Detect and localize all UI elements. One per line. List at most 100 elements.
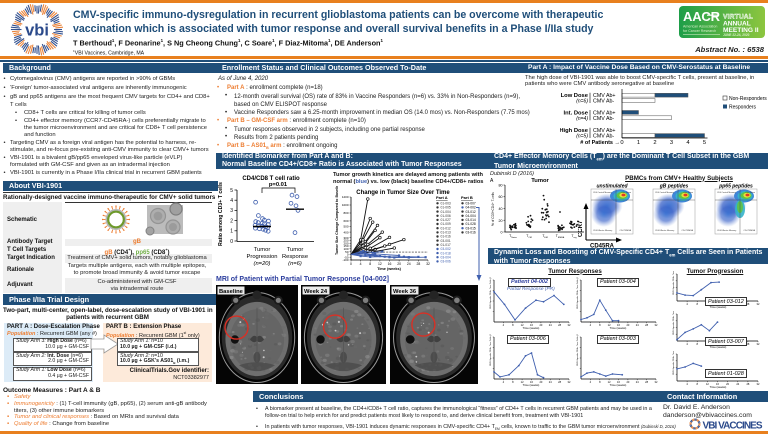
svg-text:Tumor Size Change Compared to: Tumor Size Change Compared to Baseline (… xyxy=(335,186,339,255)
svg-text:8: 8 xyxy=(696,342,698,346)
svg-text:04-002: 04-002 xyxy=(466,206,476,210)
svg-text:24: 24 xyxy=(636,323,639,327)
svg-text:20: 20 xyxy=(499,219,503,223)
svg-text:-50: -50 xyxy=(344,255,349,259)
svg-text:AACR: AACR xyxy=(683,9,721,24)
svg-text:CMV-Specific CD4+ Tem Cells (%: CMV-Specific CD4+ Tem Cells (%) xyxy=(490,277,492,309)
svg-text:150: 150 xyxy=(343,244,348,248)
svg-text:20: 20 xyxy=(539,323,542,327)
svg-text:% of CD3+CD4+ T-cells: % of CD3+CD4+ T-cells xyxy=(491,192,495,226)
svg-text:1: 1 xyxy=(637,140,640,146)
svg-text:100: 100 xyxy=(343,247,348,251)
svg-text:16: 16 xyxy=(530,323,533,327)
svg-text:Time (weeks): Time (weeks) xyxy=(610,383,627,387)
svg-text:CD4 TEMRA: CD4 TEMRA xyxy=(681,229,693,232)
svg-text:28: 28 xyxy=(417,262,421,266)
svg-text:CD4 Effector Memory: CD4 Effector Memory xyxy=(593,229,612,232)
svg-text:16: 16 xyxy=(716,382,719,386)
svg-text:4: 4 xyxy=(686,382,688,386)
svg-text:CMV Ab+: CMV Ab+ xyxy=(593,128,616,134)
svg-text:28: 28 xyxy=(746,342,749,346)
svg-text:01-004: 01-004 xyxy=(441,210,451,214)
svg-text:28: 28 xyxy=(645,323,648,327)
svg-text:250: 250 xyxy=(343,239,348,243)
svg-text:32: 32 xyxy=(568,380,571,384)
svg-text:800: 800 xyxy=(343,211,348,215)
svg-text:TCM: TCM xyxy=(526,234,532,239)
svg-text:12: 12 xyxy=(521,323,524,327)
svg-text:Week 24: Week 24 xyxy=(304,289,328,295)
svg-text:32: 32 xyxy=(655,380,658,384)
svg-text:CMV-Specific CD4+ Tem Cells (%: CMV-Specific CD4+ Tem Cells (%) xyxy=(673,271,675,295)
svg-text:Change in Tumor Size Over Time: Change in Tumor Size Over Time xyxy=(356,190,450,196)
svg-text:ANNUAL: ANNUAL xyxy=(723,21,751,28)
svg-text:8: 8 xyxy=(696,302,698,306)
svg-text:CD4 Effector Memory: CD4 Effector Memory xyxy=(717,229,736,232)
svg-text:CMV Ab+: CMV Ab+ xyxy=(593,110,616,116)
svg-text:50: 50 xyxy=(345,250,349,254)
svg-text:0: 0 xyxy=(350,262,352,266)
svg-text:01-028: 01-028 xyxy=(466,222,476,226)
svg-text:01-013: 01-013 xyxy=(441,231,451,235)
svg-text:03-015: 03-015 xyxy=(466,226,476,230)
svg-text:JUNE 22-24, 2020: JUNE 22-24, 2020 xyxy=(723,33,750,37)
svg-text:32: 32 xyxy=(655,323,658,327)
svg-text:CMV Ab-: CMV Ab- xyxy=(593,134,614,140)
svg-text:600: 600 xyxy=(343,219,348,223)
svg-text:32: 32 xyxy=(757,302,760,306)
svg-text:03-012: 03-012 xyxy=(466,210,476,214)
svg-text:80: 80 xyxy=(499,184,503,188)
svg-text:pp65 peptides: pp65 peptides xyxy=(718,184,753,190)
svg-text:CMV-Specific CD4+ Tem Cells (%: CMV-Specific CD4+ Tem Cells (%) xyxy=(673,311,675,335)
svg-text:5: 5 xyxy=(230,188,233,194)
svg-text:28: 28 xyxy=(645,380,648,384)
svg-text:24: 24 xyxy=(636,380,639,384)
svg-text:Tumor: Tumor xyxy=(254,247,271,253)
svg-text:(n=20): (n=20) xyxy=(254,261,271,267)
svg-text:Response: Response xyxy=(282,254,308,260)
svg-text:28: 28 xyxy=(746,302,749,306)
svg-text:4: 4 xyxy=(686,342,688,346)
svg-text:32: 32 xyxy=(757,382,760,386)
svg-text:24: 24 xyxy=(549,380,552,384)
svg-text:-100: -100 xyxy=(342,258,348,262)
svg-text:CD4 Naive: CD4 Naive xyxy=(683,192,694,194)
svg-text:Baseline: Baseline xyxy=(219,289,244,295)
svg-text:CD4 Central Memory: CD4 Central Memory xyxy=(593,191,612,194)
svg-text:# of Patients →: # of Patients → xyxy=(580,140,620,146)
svg-text:01-009: 01-009 xyxy=(441,222,451,226)
svg-text:4: 4 xyxy=(686,140,690,146)
svg-text:40: 40 xyxy=(499,207,503,211)
svg-text:Time (weeks): Time (weeks) xyxy=(523,383,540,387)
svg-text:200: 200 xyxy=(343,242,348,246)
svg-text:4: 4 xyxy=(590,323,592,327)
svg-text:8: 8 xyxy=(599,380,601,384)
svg-text:for Cancer Research: for Cancer Research xyxy=(683,29,716,33)
svg-text:Treg: Treg xyxy=(571,234,577,239)
svg-text:03-001: 03-001 xyxy=(441,239,451,243)
svg-text:CD4 TEMRA: CD4 TEMRA xyxy=(619,229,631,232)
svg-text:CD4 Central Memory: CD4 Central Memory xyxy=(655,191,674,194)
svg-text:unstimulated: unstimulated xyxy=(596,184,628,190)
svg-text:Time (weeks): Time (weeks) xyxy=(710,345,727,349)
svg-text:20: 20 xyxy=(626,380,629,384)
svg-text:vbi: vbi xyxy=(25,22,49,40)
svg-text:16: 16 xyxy=(617,323,620,327)
svg-text:Low Dose: Low Dose xyxy=(561,93,589,99)
svg-text:CD45RA: CD45RA xyxy=(590,244,615,250)
svg-text:4: 4 xyxy=(230,198,233,204)
svg-text:CCR7: CCR7 xyxy=(578,220,584,237)
svg-text:300: 300 xyxy=(343,236,348,240)
svg-text:(n=5): (n=5) xyxy=(576,134,588,140)
svg-text:TEMRA: TEMRA xyxy=(556,234,565,239)
svg-text:4: 4 xyxy=(590,380,592,384)
svg-text:TNaive: TNaive xyxy=(509,234,517,239)
svg-text:01-003: 01-003 xyxy=(441,202,451,206)
svg-text:Responders: Responders xyxy=(729,105,756,111)
svg-text:500: 500 xyxy=(343,225,348,229)
svg-text:CMV-Specific CD4+ Tem Cells (%: CMV-Specific CD4+ Tem Cells (%) xyxy=(577,277,579,309)
svg-text:2: 2 xyxy=(230,218,233,224)
svg-text:12: 12 xyxy=(378,262,382,266)
svg-text:01-027: 01-027 xyxy=(441,218,451,222)
svg-text:CD4 TEMRA: CD4 TEMRA xyxy=(743,229,755,232)
